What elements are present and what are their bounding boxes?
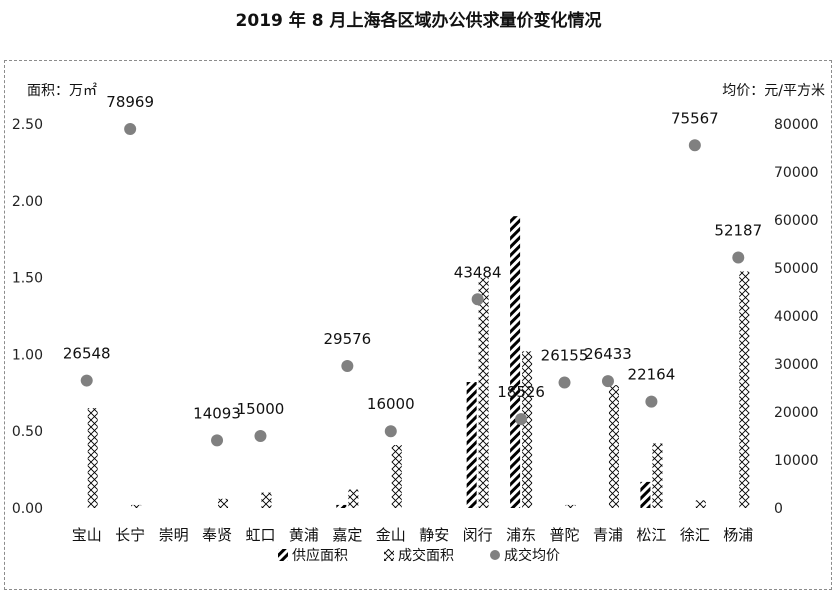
x-tick-label: 浦东 xyxy=(506,526,536,544)
price-point xyxy=(688,139,701,152)
y2-tick-label: 40000 xyxy=(774,309,819,325)
price-point xyxy=(384,425,397,438)
legend-deal-label: 成交面积 xyxy=(398,547,454,564)
x-tick-label: 徐汇 xyxy=(680,526,710,544)
price-label: 26433 xyxy=(584,345,632,363)
x-tick-label: 杨浦 xyxy=(723,526,753,544)
y2-tick-label: 30000 xyxy=(774,357,819,373)
y2-tick-label: 20000 xyxy=(774,405,819,421)
legend-price-marker xyxy=(490,550,500,560)
deal-bar xyxy=(87,408,98,508)
x-tick-label: 宝山 xyxy=(72,526,102,544)
price-point xyxy=(124,122,137,135)
y2-tick-label: 80000 xyxy=(774,117,819,133)
x-tick-label: 长宁 xyxy=(115,526,145,544)
x-tick-label: 嘉定 xyxy=(332,526,362,544)
x-tick-label: 闵行 xyxy=(463,526,493,544)
y2-tick-label: 70000 xyxy=(774,165,819,181)
deal-bar xyxy=(348,489,359,508)
price-point xyxy=(254,430,267,442)
price-label: 29576 xyxy=(323,330,371,348)
y-axis-title: 面积：万㎡ xyxy=(27,83,97,99)
deal-bar xyxy=(218,498,229,508)
price-point xyxy=(601,375,614,388)
price-label: 14093 xyxy=(193,404,241,422)
legend-supply-label: 供应面积 xyxy=(292,547,348,564)
y-tick-label: 1.50 xyxy=(12,271,43,287)
supply-bar xyxy=(466,382,477,508)
price-label: 75567 xyxy=(671,109,719,127)
price-label: 22164 xyxy=(628,366,676,384)
price-label: 26548 xyxy=(63,345,111,363)
x-tick-label: 青浦 xyxy=(593,526,623,544)
y2-tick-label: 10000 xyxy=(774,453,819,469)
x-tick-label: 静安 xyxy=(419,526,449,544)
price-point xyxy=(732,251,745,264)
deal-bar xyxy=(261,492,272,508)
x-tick-label: 黄浦 xyxy=(289,526,319,544)
y-tick-label: 2.50 xyxy=(12,117,43,133)
y-tick-label: 0.50 xyxy=(12,424,43,440)
price-label: 26155 xyxy=(541,346,589,364)
supply-bar xyxy=(336,504,347,508)
price-label: 16000 xyxy=(367,395,415,413)
legend-deal-swatch xyxy=(384,549,394,561)
price-label: 78969 xyxy=(106,93,154,111)
price-point xyxy=(645,395,658,408)
deal-bar xyxy=(652,443,663,508)
deal-bar xyxy=(739,271,750,508)
supply-bar xyxy=(510,216,521,508)
deal-bar xyxy=(565,504,576,508)
deal-bar xyxy=(131,504,142,508)
deal-bar xyxy=(522,351,533,508)
x-tick-label: 崇明 xyxy=(159,526,189,544)
price-point xyxy=(211,434,224,447)
price-point xyxy=(471,293,484,306)
legend-supply-swatch xyxy=(278,549,288,561)
price-label: 43484 xyxy=(454,263,502,281)
y2-tick-label: 0 xyxy=(774,501,783,517)
deal-bar xyxy=(391,445,402,508)
price-point xyxy=(515,413,528,426)
price-point xyxy=(341,360,354,373)
y-tick-label: 0.00 xyxy=(12,501,43,517)
legend-price-label: 成交均价 xyxy=(504,547,560,564)
supply-bar xyxy=(640,481,651,508)
chart-title: 2019 年 8 月上海各区域办公供求量价变化情况 xyxy=(235,11,602,31)
x-tick-label: 松江 xyxy=(636,526,666,544)
price-label: 18526 xyxy=(497,383,545,401)
x-tick-label: 金山 xyxy=(376,526,406,544)
y2-axis-title: 均价：元/平方米 xyxy=(722,83,825,99)
deal-bar xyxy=(608,385,619,508)
price-point xyxy=(558,376,571,389)
y-tick-label: 2.00 xyxy=(12,194,43,210)
deal-bar xyxy=(695,500,706,508)
deal-bar xyxy=(478,277,489,508)
price-label: 15000 xyxy=(237,400,285,418)
price-label: 52187 xyxy=(714,222,762,240)
chart-area xyxy=(4,60,832,590)
x-tick-label: 普陀 xyxy=(550,526,580,544)
x-tick-label: 奉贤 xyxy=(202,526,232,544)
price-point xyxy=(80,374,93,387)
y2-tick-label: 60000 xyxy=(774,213,819,229)
y2-tick-label: 50000 xyxy=(774,261,819,277)
y-tick-label: 1.00 xyxy=(12,347,43,363)
x-tick-label: 虹口 xyxy=(245,526,275,544)
